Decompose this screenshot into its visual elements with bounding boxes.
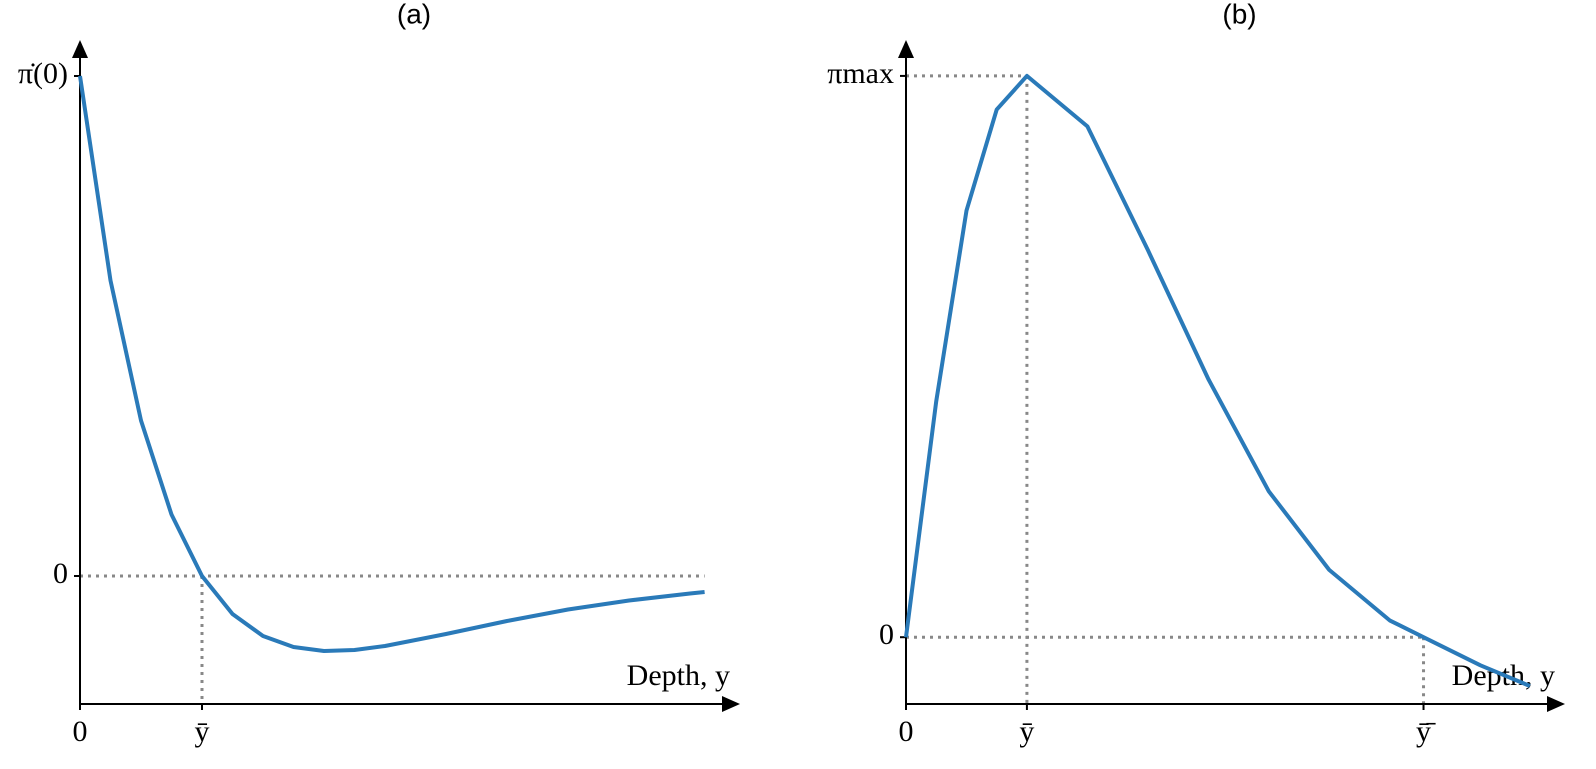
x-tick-label: ȳ	[1019, 715, 1034, 748]
panel-title: (a)	[397, 0, 431, 29]
y-tick-label: πmax	[827, 57, 894, 90]
x-tick-label: ȳ̄	[1416, 715, 1436, 748]
x-axis-arrow	[722, 696, 740, 712]
y-axis-arrow	[898, 40, 914, 58]
x-axis-label: Depth, y	[627, 659, 730, 692]
x-axis-arrow	[1547, 696, 1565, 712]
panel-title: (b)	[1222, 0, 1256, 29]
line-series	[904, 73, 1531, 688]
x-tick-label: ȳ	[194, 715, 209, 748]
x-tick-label: 0	[899, 715, 914, 748]
y-tick-label: 0	[53, 557, 68, 590]
y-tick-label: π̇(0)	[18, 57, 68, 90]
line-series	[78, 75, 705, 653]
x-tick-label: 0	[73, 715, 88, 748]
y-axis-arrow	[72, 40, 88, 58]
y-tick-label: 0	[879, 618, 894, 651]
